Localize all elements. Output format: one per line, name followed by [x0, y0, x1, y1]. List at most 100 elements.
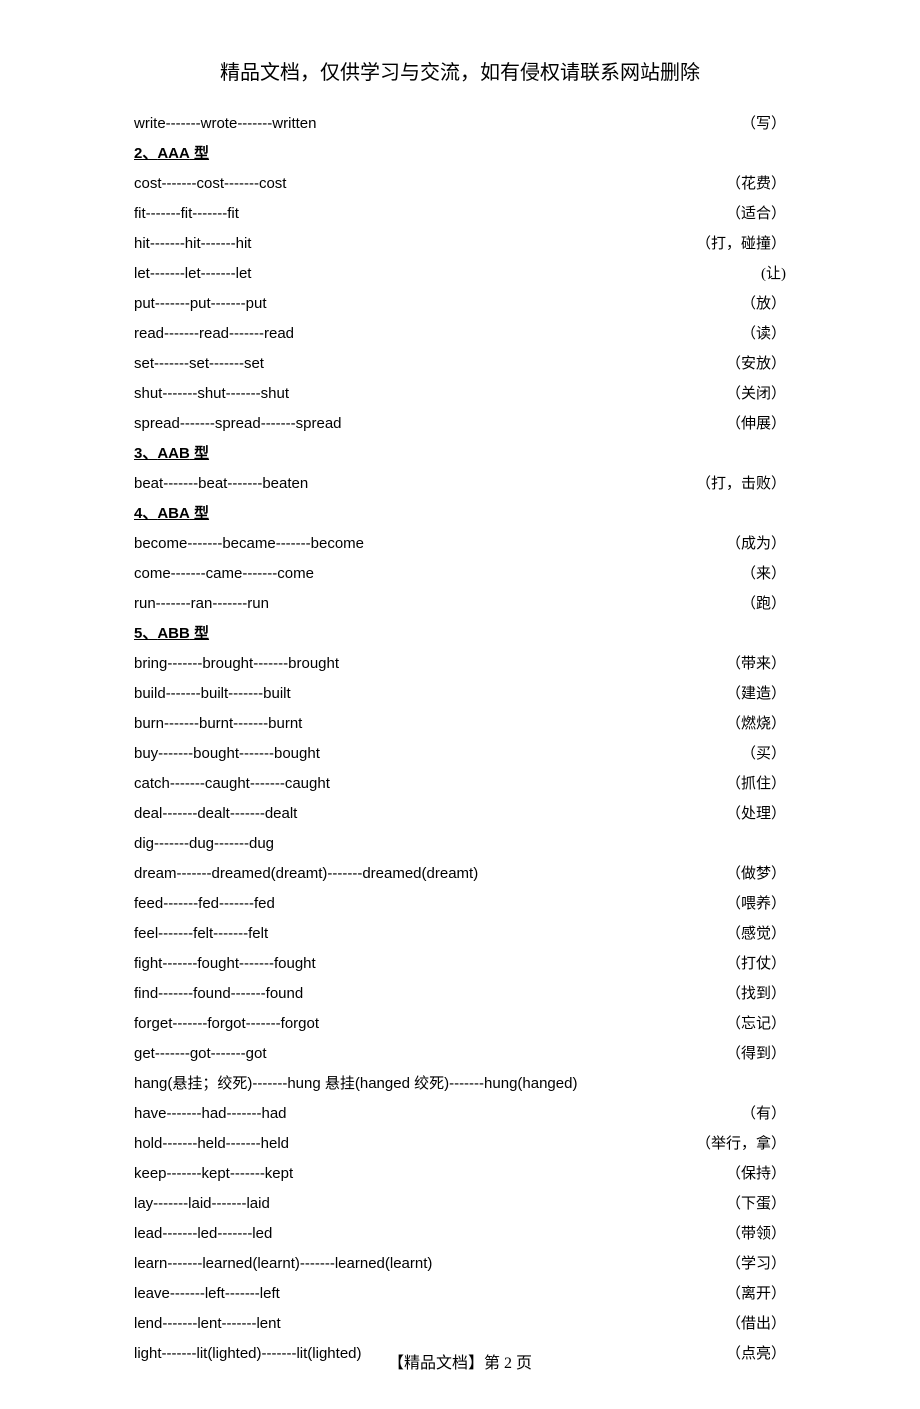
verb-entry-row: forget-------forgot-------forgot（忘记）: [134, 1009, 786, 1039]
verb-forms: lend-------lent-------lent: [134, 1309, 281, 1339]
verb-forms: build-------built-------built: [134, 679, 291, 709]
verb-entry-row: become-------became-------become （成为）: [134, 529, 786, 559]
verb-forms: find-------found-------found: [134, 979, 303, 1009]
verb-meaning: （保持）: [636, 1159, 786, 1189]
verb-meaning: （读）: [636, 319, 786, 349]
verb-meaning: （有）: [636, 1099, 786, 1129]
verb-entry-row: let-------let-------let (让): [134, 259, 786, 289]
verb-forms: beat-------beat-------beaten: [134, 469, 308, 499]
verb-entry-row: write-------wrote-------written（写）: [134, 109, 786, 139]
verb-forms: deal-------dealt-------dealt: [134, 799, 297, 829]
verb-entry-row: hold-------held-------held （举行，拿）: [134, 1129, 786, 1159]
verb-entry-row: get-------got-------got （得到）: [134, 1039, 786, 1069]
verb-meaning: （带领）: [636, 1219, 786, 1249]
verb-entry-row: buy-------bought-------bought（买）: [134, 739, 786, 769]
verb-forms: lay-------laid-------laid: [134, 1189, 270, 1219]
verb-meaning: （学习）: [636, 1249, 786, 1279]
section-heading-type: AAB: [157, 445, 190, 462]
verb-meaning: （打，碰撞）: [636, 229, 786, 259]
verb-meaning: （抓住）: [636, 769, 786, 799]
verb-forms: burn-------burnt-------burnt: [134, 709, 302, 739]
verb-meaning: （来）: [636, 559, 786, 589]
verb-forms: keep-------kept-------kept: [134, 1159, 293, 1189]
verb-forms: let-------let-------let: [134, 259, 251, 289]
verb-meaning: [636, 829, 786, 859]
verb-meaning: （下蛋）: [636, 1189, 786, 1219]
verb-entry-row: have-------had-------had （有）: [134, 1099, 786, 1129]
verb-forms: buy-------bought-------bought: [134, 739, 320, 769]
section-heading: 5、ABB 型: [134, 619, 786, 649]
verb-meaning: （举行，拿）: [636, 1129, 786, 1159]
section-heading-number: 2、: [134, 145, 157, 162]
section-heading-number: 5、: [134, 625, 157, 642]
verb-meaning: [636, 1069, 786, 1099]
verb-forms: dig-------dug-------dug: [134, 829, 274, 859]
verb-forms: hang(悬挂；绞死)-------hung 悬挂(hanged 绞死)----…: [134, 1069, 577, 1099]
verb-entry-row: deal-------dealt-------dealt （处理）: [134, 799, 786, 829]
section-heading-number: 4、: [134, 505, 157, 522]
verb-entry-row: shut-------shut-------shut （关闭）: [134, 379, 786, 409]
verb-entry-row: hit-------hit-------hit（打，碰撞）: [134, 229, 786, 259]
verb-entry-row: hang(悬挂；绞死)-------hung 悬挂(hanged 绞死)----…: [134, 1069, 786, 1099]
verb-entry-row: leave-------left-------left（离开）: [134, 1279, 786, 1309]
verb-meaning: （处理）: [636, 799, 786, 829]
verb-forms: get-------got-------got: [134, 1039, 267, 1069]
verb-forms: feed-------fed-------fed: [134, 889, 275, 919]
verb-forms: learn-------learned(learnt)-------learne…: [134, 1249, 432, 1279]
verb-forms: leave-------left-------left: [134, 1279, 280, 1309]
verb-entry-row: feel-------felt-------felt （感觉）: [134, 919, 786, 949]
section-heading-suffix: 型: [190, 445, 209, 462]
verb-entry-row: spread-------spread-------spread（伸展）: [134, 409, 786, 439]
verb-forms: dream-------dreamed(dreamt)-------dreame…: [134, 859, 478, 889]
verb-meaning: （带来）: [636, 649, 786, 679]
verb-meaning: （花费）: [636, 169, 786, 199]
verb-entry-row: come-------came-------come （来）: [134, 559, 786, 589]
section-heading-number: 3、: [134, 445, 157, 462]
verb-forms: cost-------cost-------cost: [134, 169, 286, 199]
verb-meaning: （打仗）: [636, 949, 786, 979]
verb-meaning: （写）: [636, 109, 786, 139]
verb-forms: catch-------caught-------caught: [134, 769, 330, 799]
verb-entry-row: burn-------burnt-------burnt （燃烧）: [134, 709, 786, 739]
verb-meaning: （燃烧）: [636, 709, 786, 739]
verb-entry-row: build-------built-------built（建造）: [134, 679, 786, 709]
verb-entry-row: find-------found-------found （找到）: [134, 979, 786, 1009]
verb-forms: hold-------held-------held: [134, 1129, 289, 1159]
verb-entry-row: run-------ran-------run（跑）: [134, 589, 786, 619]
document-footer: 【精品文档】第 2 页: [0, 1349, 920, 1373]
verb-meaning: （感觉）: [636, 919, 786, 949]
verb-meaning: （忘记）: [636, 1009, 786, 1039]
verb-meaning: （做梦）: [636, 859, 786, 889]
verb-entry-row: set-------set-------set（安放）: [134, 349, 786, 379]
verb-entry-row: read-------read-------read （读）: [134, 319, 786, 349]
verb-meaning: （适合）: [636, 199, 786, 229]
verb-forms: fit-------fit-------fit: [134, 199, 239, 229]
verb-meaning: （伸展）: [636, 409, 786, 439]
verb-forms: have-------had-------had: [134, 1099, 287, 1129]
verb-meaning: （成为）: [636, 529, 786, 559]
verb-forms: run-------ran-------run: [134, 589, 269, 619]
verb-entry-row: lead-------led-------led（带领）: [134, 1219, 786, 1249]
verb-meaning: （放）: [636, 289, 786, 319]
verb-forms: put-------put-------put: [134, 289, 267, 319]
section-heading-type: ABB: [157, 625, 190, 642]
verb-entry-row: lend-------lent-------lent（借出）: [134, 1309, 786, 1339]
verb-meaning: （喂养）: [636, 889, 786, 919]
verb-forms: shut-------shut-------shut: [134, 379, 289, 409]
verb-entry-row: keep-------kept-------kept （保持）: [134, 1159, 786, 1189]
verb-entry-row: cost-------cost-------cost （花费）: [134, 169, 786, 199]
verb-forms: become-------became-------become: [134, 529, 364, 559]
verb-forms: come-------came-------come: [134, 559, 314, 589]
verb-forms: feel-------felt-------felt: [134, 919, 268, 949]
verb-meaning: （关闭）: [636, 379, 786, 409]
verb-meaning: (让): [636, 259, 786, 289]
section-heading-type: AAA: [157, 145, 190, 162]
section-heading: 3、AAB 型: [134, 439, 786, 469]
verb-meaning: （得到）: [636, 1039, 786, 1069]
verb-forms: read-------read-------read: [134, 319, 294, 349]
verb-entry-row: bring-------brought-------brought（带来）: [134, 649, 786, 679]
verb-entry-row: beat-------beat-------beaten（打，击败）: [134, 469, 786, 499]
section-heading-suffix: 型: [190, 625, 209, 642]
page: 精品文档，仅供学习与交流，如有侵权请联系网站删除 write-------wro…: [0, 0, 920, 1409]
verb-meaning: （找到）: [636, 979, 786, 1009]
